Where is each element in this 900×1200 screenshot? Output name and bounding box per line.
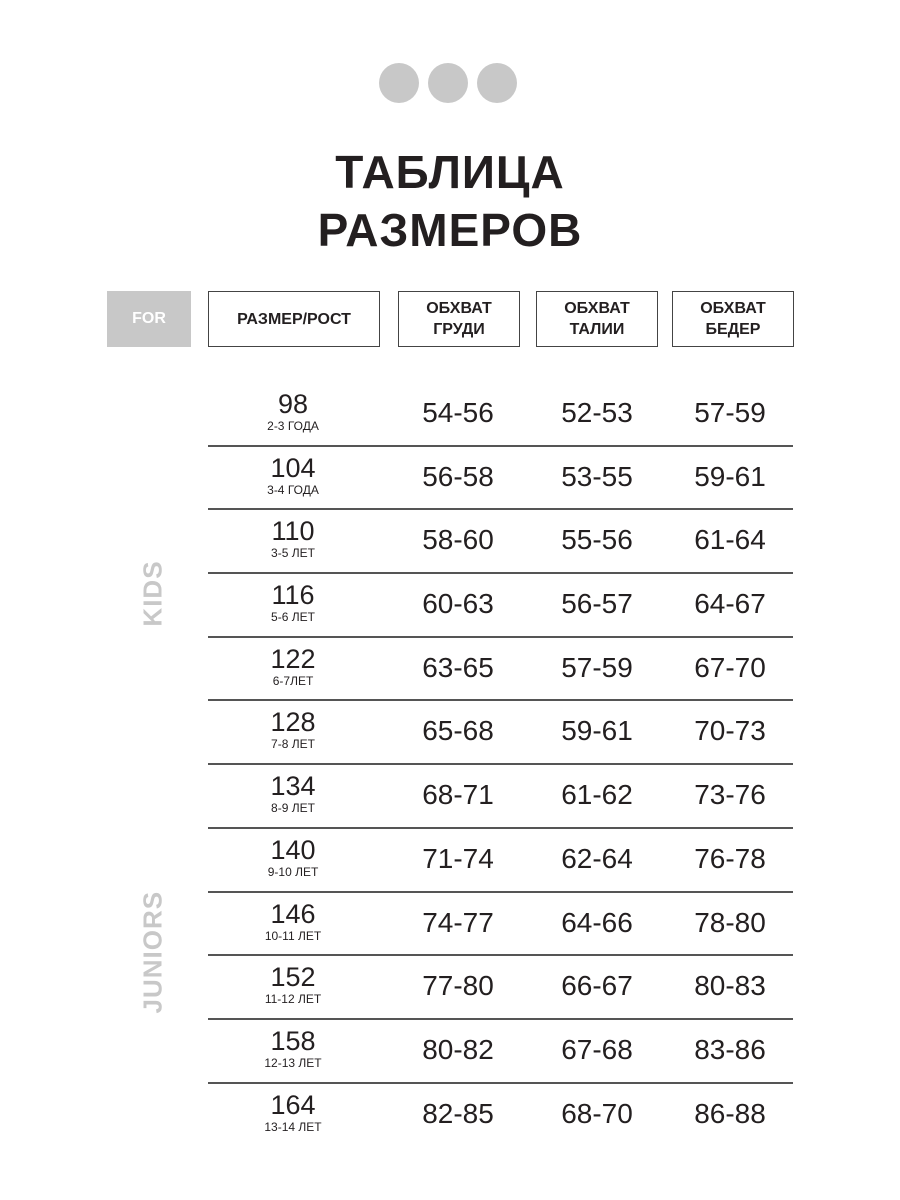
size-value: 146: [270, 898, 316, 929]
hips-value: 80-83: [694, 970, 766, 1002]
waist-value: 68-70: [561, 1097, 633, 1129]
chest-value: 68-71: [422, 779, 494, 811]
size-value: 104: [270, 452, 316, 483]
size-value: 140: [270, 834, 316, 865]
table-row: 110 3-5 ЛЕТ 58-60 55-56 61-64: [208, 510, 793, 575]
hips-value: 76-78: [694, 842, 766, 874]
waist-value: 52-53: [561, 397, 633, 428]
size-cell: 134 8-9 ЛЕТ: [208, 772, 378, 816]
age-value: 8-9 ЛЕТ: [271, 801, 315, 816]
header-size: РАЗМЕР/РОСТ: [208, 291, 380, 347]
table-row: 122 6-7ЛЕТ 63-65 57-59 67-70: [208, 638, 793, 702]
size-value: 116: [271, 580, 315, 611]
title-line: РАЗМЕРОВ: [317, 204, 583, 256]
size-cell: 98 2-3 ГОДА: [208, 390, 378, 434]
for-label: FOR: [107, 291, 191, 347]
waist-value: 67-68: [561, 1033, 633, 1065]
size-value: 110: [271, 516, 315, 547]
waist-value: 53-55: [561, 460, 633, 492]
hips-value: 64-67: [694, 588, 766, 620]
waist-value: 66-67: [561, 970, 633, 1002]
chest-value: 71-74: [422, 842, 494, 874]
age-value: 12-13 ЛЕТ: [264, 1055, 322, 1070]
dot-icon: [379, 63, 419, 103]
chest-value: 56-58: [422, 460, 494, 492]
dot-icon: [428, 63, 468, 103]
hips-value: 61-64: [694, 524, 766, 556]
hips-value: 78-80: [694, 906, 766, 938]
hips-value: 73-76: [694, 779, 766, 811]
waist-value: 55-56: [561, 524, 633, 556]
group-label-kids: KIDS: [137, 560, 168, 627]
age-value: 9-10 ЛЕТ: [267, 864, 319, 879]
size-cell: 122 6-7ЛЕТ: [208, 645, 378, 689]
chest-value: 74-77: [422, 906, 494, 938]
decorative-dots: [379, 63, 517, 103]
size-cell: 146 10-11 ЛЕТ: [208, 900, 378, 944]
age-value: 13-14 ЛЕТ: [264, 1119, 322, 1134]
age-value: 10-11 ЛЕТ: [264, 928, 322, 943]
chest-value: 58-60: [422, 524, 494, 556]
hips-value: 67-70: [694, 651, 766, 683]
waist-value: 57-59: [561, 651, 633, 683]
size-cell: 158 12-13 ЛЕТ: [208, 1027, 378, 1071]
size-cell: 140 9-10 ЛЕТ: [208, 836, 378, 880]
hips-value: 59-61: [694, 460, 766, 492]
table-row: 146 10-11 ЛЕТ 74-77 64-66 78-80: [208, 893, 793, 957]
chest-value: 60-63: [422, 588, 494, 620]
table-row: 134 8-9 ЛЕТ 68-71 61-62 73-76: [208, 765, 793, 829]
size-cell: 116 5-6 ЛЕТ: [208, 581, 378, 625]
header-chest: ОБХВАТ ГРУДИ: [398, 291, 520, 347]
age-value: 3-5 ЛЕТ: [271, 546, 315, 561]
table-row: 116 5-6 ЛЕТ 60-63 56-57 64-67: [208, 574, 793, 638]
table-row: 152 11-12 ЛЕТ 77-80 66-67 80-83: [208, 956, 793, 1020]
page-title: ТАБЛИЦА РАЗМЕРОВ: [0, 143, 900, 259]
age-value: 11-12 ЛЕТ: [264, 992, 322, 1007]
table-row: 164 13-14 ЛЕТ 82-85 68-70 86-88: [208, 1084, 793, 1148]
size-value: 158: [270, 1025, 316, 1056]
table-row: 98 2-3 ГОДА 54-56 52-53 57-59: [208, 383, 793, 447]
group-label-juniors: JUNIORS: [137, 890, 168, 1014]
age-value: 5-6 ЛЕТ: [271, 610, 315, 625]
size-value: 128: [270, 707, 316, 738]
table-row: 104 3-4 ГОДА 56-58 53-55 59-61: [208, 447, 793, 511]
hips-value: 86-88: [694, 1097, 766, 1129]
chest-value: 65-68: [422, 715, 494, 747]
chest-value: 80-82: [422, 1033, 494, 1065]
table-row: 158 12-13 ЛЕТ 80-82 67-68 83-86: [208, 1020, 793, 1084]
header-hips: ОБХВАТ БЕДЕР: [672, 291, 794, 347]
waist-value: 56-57: [561, 588, 633, 620]
hips-value: 83-86: [694, 1033, 766, 1065]
size-table: 98 2-3 ГОДА 54-56 52-53 57-59 104 3-4 ГОДА …: [208, 383, 793, 1147]
title-line: ТАБЛИЦА: [335, 146, 565, 198]
hips-value: 70-73: [694, 715, 766, 747]
size-value: 122: [270, 643, 316, 674]
chest-value: 54-56: [422, 397, 494, 428]
size-value: 98: [277, 389, 309, 419]
size-value: 164: [270, 1089, 316, 1120]
hips-value: 57-59: [694, 397, 766, 428]
waist-value: 59-61: [561, 715, 633, 747]
table-row: 128 7-8 ЛЕТ 65-68 59-61 70-73: [208, 701, 793, 766]
chest-value: 82-85: [422, 1097, 494, 1129]
waist-value: 61-62: [561, 779, 633, 811]
dot-icon: [477, 63, 517, 103]
waist-value: 64-66: [561, 906, 633, 938]
header-waist: ОБХВАТ ТАЛИИ: [536, 291, 658, 347]
age-value: 7-8 ЛЕТ: [271, 737, 315, 752]
size-cell: 104 3-4 ГОДА: [208, 454, 378, 498]
table-row: 140 9-10 ЛЕТ 71-74 62-64 76-78: [208, 829, 793, 893]
age-value: 2-3 ГОДА: [267, 419, 319, 433]
age-value: 3-4 ГОДА: [267, 482, 319, 497]
size-cell: 110 3-5 ЛЕТ: [208, 517, 378, 561]
chest-value: 77-80: [422, 970, 494, 1002]
size-value: 152: [270, 962, 316, 993]
size-cell: 128 7-8 ЛЕТ: [208, 708, 378, 752]
size-cell: 164 13-14 ЛЕТ: [208, 1091, 378, 1135]
size-cell: 152 11-12 ЛЕТ: [208, 963, 378, 1007]
waist-value: 62-64: [561, 842, 633, 874]
age-value: 6-7ЛЕТ: [272, 673, 314, 688]
chest-value: 63-65: [422, 651, 494, 683]
size-value: 134: [270, 771, 316, 802]
